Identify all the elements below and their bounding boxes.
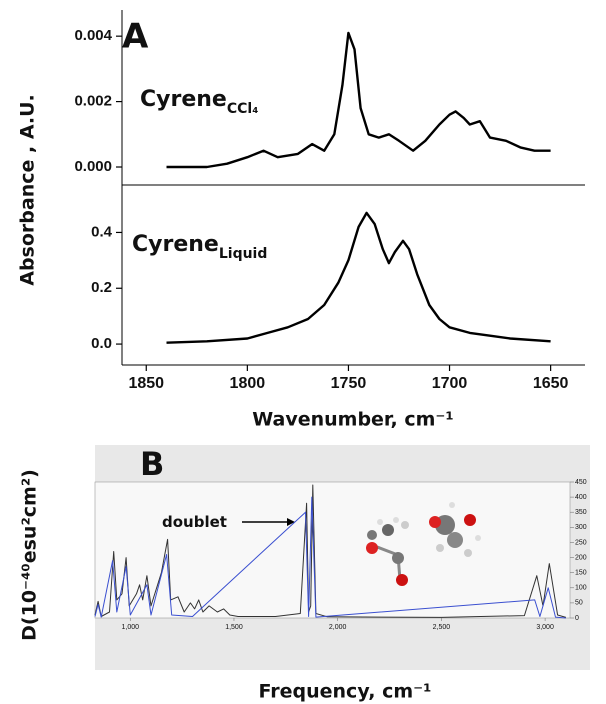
x-tick-label: 3,000 [536, 624, 554, 631]
panel-b-plot-area [95, 482, 570, 618]
x-tick-label: 1,000 [121, 624, 139, 631]
y-tick-label: 0.2 [91, 279, 112, 296]
panel-label: B [140, 445, 164, 483]
x-tick-label: 1800 [230, 375, 266, 392]
x-tick-label: 1700 [432, 375, 468, 392]
y-tick-label: 50 [575, 600, 583, 607]
x-tick-label: 1750 [331, 375, 367, 392]
y-tick-label: 150 [575, 570, 587, 577]
figure: 0.0000.0020.004CyreneCCl₄AAbsorbance , A… [0, 0, 606, 704]
y-tick-label: 100 [575, 585, 587, 592]
y-tick-label: 0.0 [91, 335, 112, 352]
x-tick-label: 2,500 [433, 624, 451, 631]
y-tick-label: 0.4 [91, 223, 113, 240]
x-tick-label: 1,500 [225, 624, 243, 631]
x-tick-label: 1850 [128, 375, 164, 392]
annotation: doublet [162, 513, 227, 531]
annotation: CyreneLiquid [132, 232, 267, 262]
y-tick-label: 250 [575, 539, 587, 546]
y-axis-label: D(10⁻⁴⁰esu²cm²) [19, 469, 41, 641]
annotation-subscript: Liquid [219, 246, 268, 262]
page: {"chart_data": [ {"type": "line", "panel… [0, 0, 606, 704]
spectrum-line [167, 213, 551, 343]
annotation-text: Cyrene [140, 87, 227, 112]
y-tick-label: 0.002 [74, 93, 112, 110]
x-tick-label: 1650 [533, 375, 569, 392]
x-axis-label: Wavenumber, cm⁻¹ [252, 409, 454, 431]
y-tick-label: 350 [575, 509, 587, 516]
y-tick-label: 200 [575, 554, 587, 561]
y-tick-label: 300 [575, 524, 587, 531]
annotation-subscript: CCl₄ [227, 101, 258, 117]
y-tick-label: 0.000 [74, 158, 112, 175]
annotation-text: doublet [162, 513, 227, 531]
y-axis-label: Absorbance , A.U. [17, 94, 39, 286]
annotation: CyreneCCl₄ [140, 87, 258, 117]
x-tick-label: 2,000 [329, 624, 347, 631]
y-tick-label: 0.004 [74, 27, 112, 44]
panel-label: A [122, 17, 149, 57]
y-tick-label: 400 [575, 494, 587, 501]
x-axis-label: Frequency, cm⁻¹ [259, 681, 432, 703]
y-tick-label: 0 [575, 615, 579, 622]
annotation-text: Cyrene [132, 232, 219, 257]
y-tick-label: 450 [575, 479, 587, 486]
